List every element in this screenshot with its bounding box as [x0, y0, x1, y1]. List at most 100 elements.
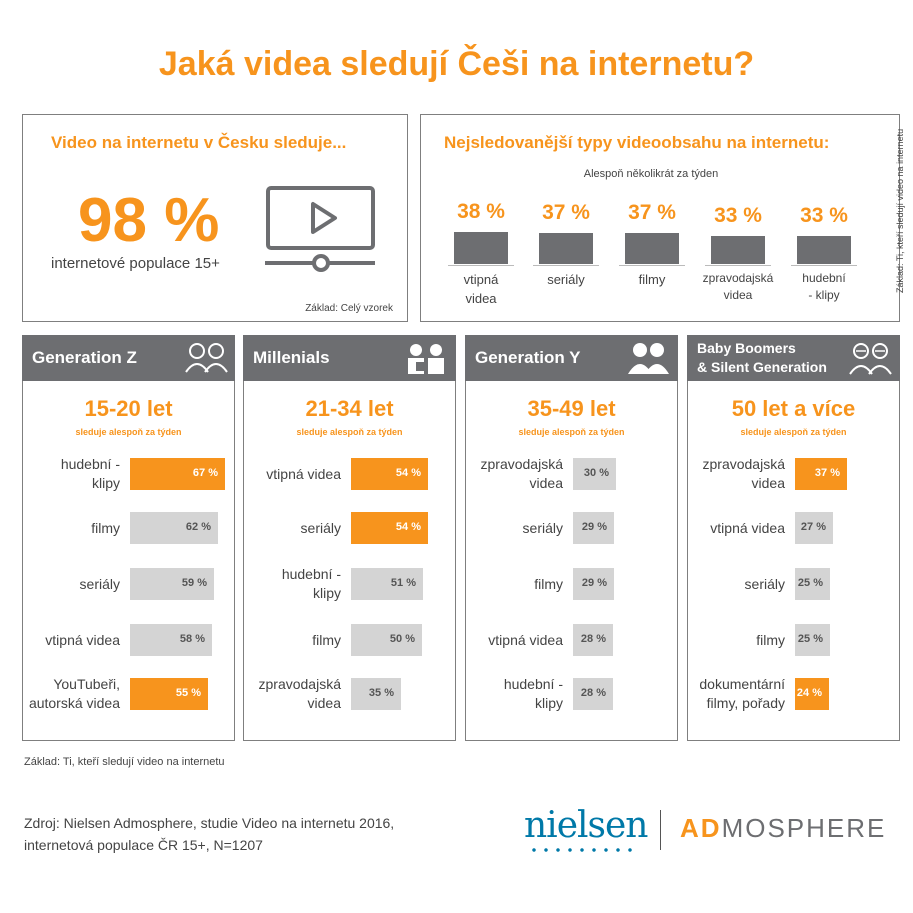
- generation-bar-label: filmy: [756, 631, 785, 648]
- video-player-icon: [265, 186, 375, 272]
- senior-couple-icon: [849, 343, 892, 375]
- source-line-2: internetová populace ČR 15+, N=1207: [24, 837, 263, 853]
- generation-bar-value: 58 %: [179, 633, 205, 645]
- generation-header: Baby Boomers & Silent Generation: [687, 335, 900, 381]
- generation-bar-value: 59 %: [181, 577, 207, 589]
- reach-base: Základ: Celý vzorek: [305, 303, 393, 314]
- top-panel-subtitle: Alespoň několikrát za týden: [583, 168, 719, 180]
- nielsen-logo: nielsen: [524, 805, 648, 852]
- top-bar-label: vtipná videa: [463, 272, 499, 306]
- top-bar: [625, 233, 679, 264]
- top-bar: [797, 236, 851, 264]
- top-bar-label: zpravodajská videa: [702, 271, 774, 302]
- generation-panel: [687, 381, 900, 741]
- generation-subtitle: sleduje alespoň za týden: [296, 427, 403, 437]
- top-bar-baseline: [533, 265, 599, 266]
- generation-bar-value: 25 %: [797, 577, 823, 589]
- nielsen-logo-dots: [528, 848, 634, 852]
- top-bar: [711, 236, 765, 264]
- generation-bar-value: 29 %: [581, 577, 607, 589]
- generation-subtitle: sleduje alespoň za týden: [740, 427, 847, 437]
- generation-bar: [351, 624, 422, 656]
- generation-bar-value: 25 %: [797, 633, 823, 645]
- generation-panel: [243, 381, 456, 741]
- young-couple-icon: [408, 344, 444, 374]
- generation-bar: [795, 512, 833, 544]
- generation-bar-label: hudební - klipy: [60, 456, 120, 491]
- generation-bar: [130, 568, 214, 600]
- reach-caption: internetové populace 15+: [51, 255, 220, 272]
- generation-bar: [573, 624, 613, 656]
- generation-bar-label: filmy: [534, 575, 563, 592]
- generation-subtitle: sleduje alespoň za týden: [75, 427, 182, 437]
- footnote: Základ: Ti, kteří sledují video na inter…: [24, 756, 225, 768]
- generation-bar: [573, 458, 616, 490]
- generation-subtitle: sleduje alespoň za týden: [518, 427, 625, 437]
- generation-bar-value: 27 %: [800, 521, 826, 533]
- generation-bar: [130, 624, 212, 656]
- generation-bar: [573, 512, 614, 544]
- generation-bar: [795, 568, 830, 600]
- generation-bar-value: 51 %: [390, 577, 416, 589]
- admosphere-logo-rest: MOSPHERE: [721, 813, 887, 843]
- generation-bar-label: vtipná videa: [488, 631, 563, 648]
- generation-bar: [351, 568, 423, 600]
- top-bar-label: seriály: [547, 272, 585, 287]
- generation-bar-value: 29 %: [581, 521, 607, 533]
- generation-name: Generation Y: [475, 348, 581, 367]
- top-bar-value: 37 %: [628, 201, 676, 224]
- generation-bar-value: 55 %: [175, 687, 201, 699]
- generation-bar-value: 37 %: [814, 467, 840, 479]
- top-content-panel: Nejsledovanější typy videoobsahu na inte…: [420, 114, 905, 322]
- top-bar-baseline: [705, 265, 771, 266]
- generation-bar-label: hudební - klipy: [503, 676, 563, 711]
- top-bar-baseline: [619, 265, 685, 266]
- generation-header: Generation Z: [22, 335, 235, 381]
- generation-bar-label: zpravodajská videa: [702, 456, 786, 491]
- generation-name: Baby Boomers & Silent Generation: [697, 340, 827, 375]
- source-line-1: Zdroj: Nielsen Admosphere, studie Video …: [24, 815, 395, 831]
- generation-bar: [351, 678, 401, 710]
- generation-bar-label: seriály: [522, 519, 563, 536]
- generation-header: Generation Y: [465, 335, 678, 381]
- generation-bar: [795, 678, 829, 710]
- generation-bar-label: vtipná videa: [45, 631, 120, 648]
- generation-age: 21-34 let: [305, 396, 394, 421]
- generation-bar: [351, 512, 428, 544]
- source-note: Zdroj: Nielsen Admosphere, studie Video …: [24, 812, 394, 856]
- generation-bar-label: dokumentární filmy, pořady: [699, 676, 785, 711]
- admosphere-logo-ad: AD: [680, 813, 722, 843]
- generation-bar-label: zpravodajská videa: [480, 456, 564, 491]
- generation-bar-value: 54 %: [395, 467, 421, 479]
- generation-bar-label: filmy: [312, 631, 341, 648]
- generation-panel: [465, 381, 678, 741]
- nielsen-logo-text: nielsen: [524, 805, 648, 846]
- generation-bar-label: seriály: [744, 575, 785, 592]
- generation-bar: [130, 678, 208, 710]
- top-bar-baseline: [791, 265, 857, 266]
- generation-age: 35-49 let: [527, 396, 616, 421]
- top-bar: [539, 233, 593, 264]
- generation-bar-value: 28 %: [580, 633, 606, 645]
- generation-bar: [130, 512, 218, 544]
- top-bar-value: 33 %: [800, 204, 848, 227]
- adult-couple-icon: [628, 343, 669, 374]
- top-panel-title: Nejsledovanější typy videoobsahu na inte…: [444, 133, 830, 152]
- logo-divider: [660, 810, 661, 850]
- top-bar-baseline: [448, 265, 514, 266]
- generation-bar-label: filmy: [91, 519, 120, 536]
- generation-name: Generation Z: [32, 348, 137, 367]
- generation-bar-label: hudební - klipy: [281, 566, 341, 601]
- generation-bar: [573, 678, 613, 710]
- generation-name: Millenials: [253, 348, 330, 367]
- generation-bar-label: vtipná videa: [266, 465, 341, 482]
- reach-panel: Video na internetu v Česku sleduje... 98…: [22, 114, 408, 322]
- generation-bar-value: 67 %: [192, 467, 218, 479]
- generation-bar: [130, 458, 225, 490]
- generation-bar: [573, 568, 614, 600]
- top-panel-side-note: Základ: Ti, kteří sledují video na inter…: [895, 129, 905, 294]
- generation-bar-label: YouTubeři, autorská videa: [28, 676, 120, 711]
- admosphere-logo: ADMOSPHERE: [680, 813, 886, 844]
- top-bar: [454, 232, 508, 264]
- page-title: Jaká videa sledují Češi na internetu?: [158, 45, 755, 83]
